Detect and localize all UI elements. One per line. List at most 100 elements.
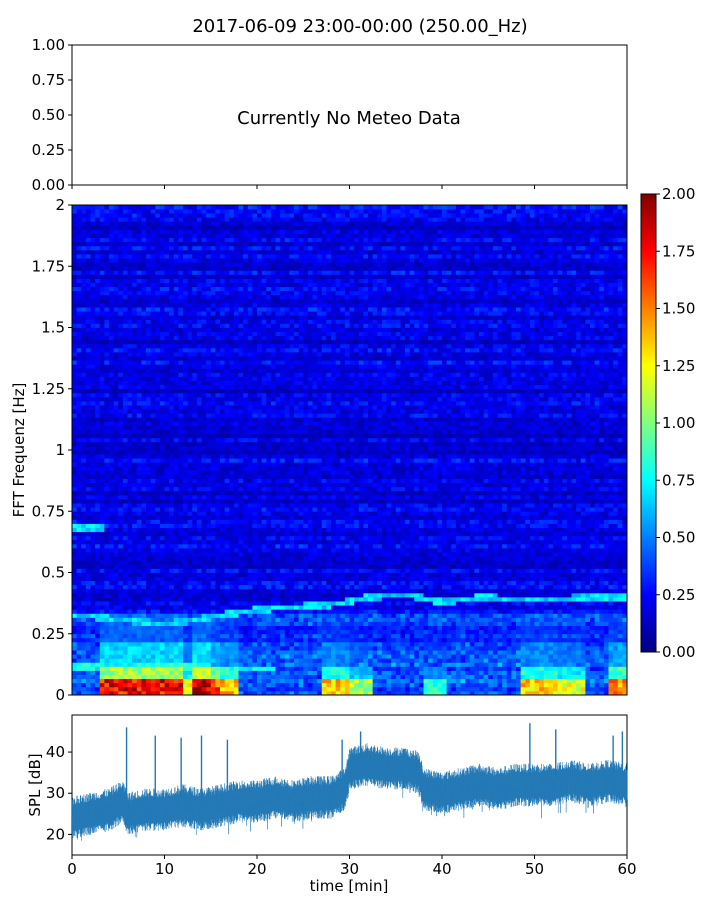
spectrogram-cell bbox=[270, 601, 276, 606]
spectrogram-cell bbox=[155, 572, 161, 577]
spectrogram-cell bbox=[173, 564, 179, 569]
spectrogram-cell bbox=[603, 633, 609, 639]
spectrogram-cell bbox=[132, 654, 138, 659]
spectrogram-cell bbox=[576, 686, 582, 692]
spectrogram-cell bbox=[400, 670, 406, 675]
spectrogram-cell bbox=[266, 646, 272, 651]
spectrogram-cell bbox=[206, 584, 212, 590]
spectrogram-cell bbox=[428, 584, 434, 590]
spectrogram-cell bbox=[196, 609, 202, 614]
spectrogram-cell bbox=[312, 568, 318, 573]
spectrogram-cell bbox=[294, 646, 300, 651]
spectrogram-cell bbox=[224, 674, 230, 680]
spectrogram-cell bbox=[155, 641, 161, 647]
spectrogram-cell bbox=[298, 633, 304, 639]
spectrogram-cell bbox=[326, 662, 332, 667]
spectrogram-cell bbox=[446, 560, 452, 565]
spectrogram-cell bbox=[76, 686, 82, 692]
spectrogram-cell bbox=[608, 641, 614, 647]
spectrogram-cell bbox=[261, 686, 267, 692]
spectrogram-cell bbox=[358, 572, 364, 577]
spectrogram-cell bbox=[529, 556, 535, 561]
spectrogram-cell bbox=[85, 588, 91, 594]
spectrogram-cell bbox=[511, 650, 517, 655]
spectrogram-cell bbox=[497, 613, 503, 618]
spectrogram-cell bbox=[377, 670, 383, 675]
spectrogram-cell bbox=[289, 633, 295, 639]
spectrogram-cell bbox=[127, 543, 133, 549]
spectrogram-cell bbox=[76, 658, 82, 663]
spectrogram-cell bbox=[224, 613, 230, 618]
spectrogram-cell bbox=[127, 690, 133, 696]
spectrogram-cell bbox=[215, 564, 221, 569]
spectrogram-cell bbox=[488, 670, 494, 675]
spectrogram-cell bbox=[266, 621, 272, 626]
spectrogram-cell bbox=[257, 539, 263, 545]
spectrogram-cell bbox=[215, 531, 221, 537]
spectrogram-cell bbox=[437, 543, 443, 549]
spectrogram-cell bbox=[243, 617, 249, 622]
spectrogram-cell bbox=[136, 686, 142, 692]
spectrogram-cell bbox=[437, 601, 443, 606]
spectrogram-cell bbox=[344, 539, 350, 545]
spectrogram-cell bbox=[183, 678, 189, 684]
spectrogram-cell bbox=[529, 666, 535, 671]
spectrogram-cell bbox=[543, 527, 549, 533]
spectrogram-cell bbox=[516, 670, 522, 675]
spectrogram-cell bbox=[451, 564, 457, 569]
spectrogram-cell bbox=[566, 552, 572, 557]
spectrogram-cell bbox=[460, 576, 466, 582]
spectrogram-cell bbox=[590, 625, 596, 631]
spectrogram-cell bbox=[270, 605, 276, 610]
spectrogram-cell bbox=[164, 535, 170, 541]
spectrogram-cell bbox=[585, 592, 591, 598]
spectrogram-cell bbox=[113, 654, 119, 659]
spectrogram-cell bbox=[372, 617, 378, 622]
spectrogram-cell bbox=[118, 682, 124, 688]
spectrogram-cell bbox=[442, 674, 448, 680]
spectrogram-cell bbox=[455, 584, 461, 590]
spectrogram-cell bbox=[423, 601, 429, 606]
spectrogram-cell bbox=[534, 531, 540, 537]
spectrogram-cell bbox=[178, 629, 184, 635]
spectrogram-cell bbox=[585, 527, 591, 533]
spectrogram-cell bbox=[233, 597, 239, 602]
spectrogram-cell bbox=[525, 617, 531, 622]
spectrogram-cell bbox=[516, 592, 522, 598]
spectrogram-cell bbox=[192, 666, 198, 671]
spectrogram-cell bbox=[257, 576, 263, 582]
spectrogram-cell bbox=[460, 637, 466, 643]
spectrogram-cell bbox=[608, 658, 614, 663]
spectrogram-cell bbox=[99, 678, 105, 684]
spectrogram-cell bbox=[289, 617, 295, 622]
spectrogram-cell bbox=[118, 641, 124, 647]
spectrogram-cell bbox=[603, 637, 609, 643]
spectrogram-cell bbox=[344, 670, 350, 675]
spectrogram-cell bbox=[95, 556, 101, 561]
spectrogram-cell bbox=[331, 548, 337, 553]
spectrogram-cell bbox=[187, 576, 193, 582]
spectrogram-cell bbox=[206, 666, 212, 671]
spectrogram-cell bbox=[238, 637, 244, 643]
spectrogram-cell bbox=[247, 605, 253, 610]
spectrogram-cell bbox=[534, 535, 540, 541]
spectrogram-cell bbox=[326, 539, 332, 545]
spectrogram-cell bbox=[428, 625, 434, 631]
spectrogram-cell bbox=[516, 609, 522, 614]
spectrogram-cell bbox=[201, 662, 207, 667]
spectrogram-cell bbox=[90, 613, 96, 618]
spectrogram-cell bbox=[381, 588, 387, 594]
spectrogram-cell bbox=[363, 580, 369, 586]
spectrogram-cell bbox=[414, 625, 420, 631]
spectrogram-cell bbox=[303, 662, 309, 667]
spectrogram-cell bbox=[381, 531, 387, 537]
spectrogram-cell bbox=[238, 552, 244, 557]
spectrogram-cell bbox=[220, 690, 226, 696]
spectrogram-cell bbox=[534, 646, 540, 651]
spectrogram-cell bbox=[294, 613, 300, 618]
spectrogram-cell bbox=[201, 674, 207, 680]
spectrogram-cell bbox=[99, 670, 105, 675]
spectrogram-cell bbox=[266, 572, 272, 577]
spectrogram-cell bbox=[303, 576, 309, 582]
spectrogram-cell bbox=[136, 617, 142, 622]
